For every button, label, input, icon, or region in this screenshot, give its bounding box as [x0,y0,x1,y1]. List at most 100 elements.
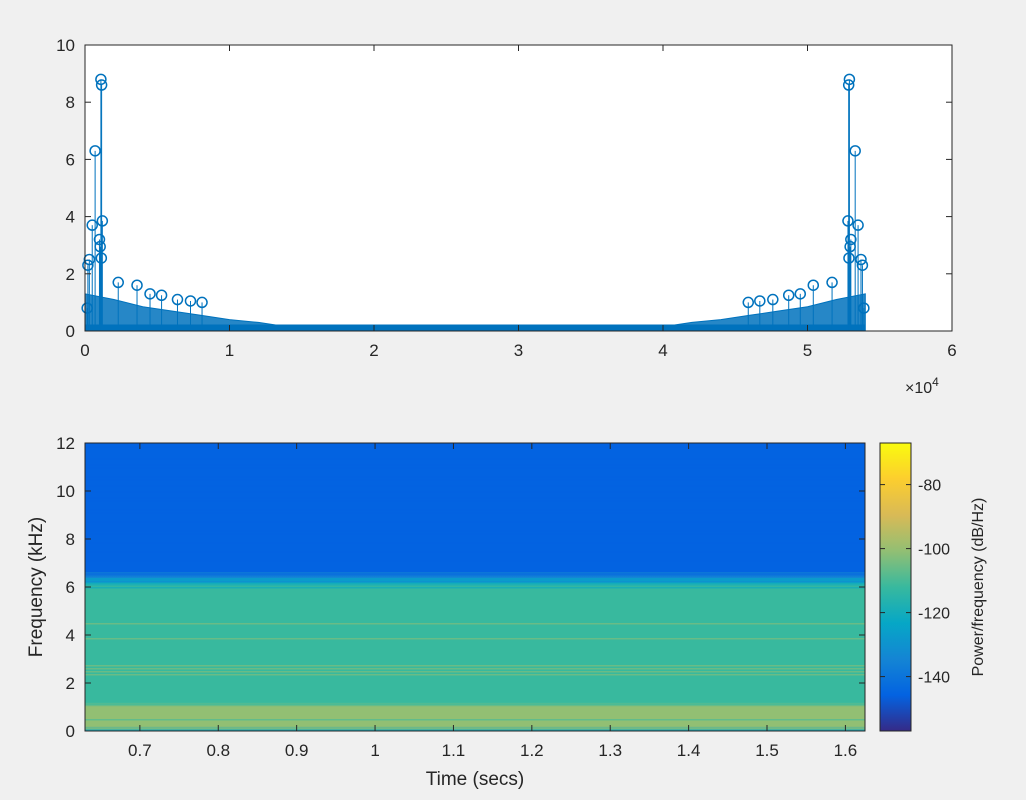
stem-marker [843,73,856,86]
spectrogram-y-ticks: 0 2 4 6 8 10 12 [56,434,865,741]
x-tick-label: 0.7 [128,741,152,760]
colorbar-tick-label: -140 [918,670,950,687]
x-tick-label: 0.9 [285,741,309,760]
stem-marker [171,293,184,306]
stem-marker [856,259,869,271]
stem-marker [95,79,108,91]
frequency-bin-stripe [85,680,865,682]
frequency-bin-stripe [85,479,865,481]
stem-marker [767,293,779,306]
y-tick-label: 0 [66,322,75,341]
frequency-bin-stripe [85,530,865,532]
stem-marker [845,233,857,246]
frequency-bin-stripe [85,638,865,640]
y-tick-label: 6 [66,150,75,169]
stem-marker [196,296,208,309]
stem-point [95,252,108,331]
frequency-bin-stripe [85,458,865,460]
frequency-bin-stripe [85,509,865,511]
stem-plot-background [85,45,952,331]
stem-marker [112,276,124,289]
stem-point [112,276,124,331]
spectrogram-frequency-bins [85,443,865,730]
frequency-bin-stripe [85,581,865,583]
frequency-bin-stripe [85,587,865,589]
colorbar-ticks: -80 -100 -120 -140 [880,478,950,687]
spectrogram-x-ticks: 0.7 0.8 0.9 1 1.1 1.2 1.3 1.4 1.5 1.6 [128,443,857,760]
frequency-bin-stripe [85,668,865,670]
colorbar-tick-label: -80 [918,478,941,495]
frequency-bin-stripe [85,467,865,469]
x-tick-label: 1.1 [442,741,466,760]
spectrogram-x-label: Time (secs) [426,769,525,790]
stem-plot-low-amplitude-envelope [84,293,866,332]
stem-plot-marks [81,73,870,331]
x-tick-label: 0 [80,341,89,360]
stem-marker [858,302,870,314]
stem-marker [782,289,795,301]
stem-point [842,215,854,331]
stem-marker [852,219,864,231]
colorbar [879,442,912,732]
stem-point [81,302,93,331]
frequency-bin-stripe [85,677,865,679]
stem-marker [826,276,838,289]
y-tick-label: 6 [66,578,75,597]
x-tick-label: 1.6 [834,741,858,760]
frequency-bin-stripe [85,542,865,544]
stem-point [86,219,98,331]
stem-marker [807,279,820,291]
frequency-bin-stripe [85,497,865,499]
stem-plot-x-exponent: ×104 [905,375,939,397]
stem-marker [849,145,861,157]
y-tick-label: 8 [66,530,75,549]
frequency-bin-stripe [85,500,865,502]
colorbar-tick-label: -120 [918,606,950,623]
frequency-bin-stripe [85,551,865,553]
x-tick-label: 1.5 [755,741,779,760]
x-tick-label: 1.4 [677,741,701,760]
frequency-bin-stripe [85,641,865,643]
frequency-bin-stripe [85,617,865,619]
frequency-bin-stripe [85,512,865,514]
colorbar-label: Power/frequency (dB/Hz) [970,498,987,677]
x-tick-label: 1 [370,741,379,760]
stem-marker [844,240,856,253]
stem-marker [155,289,168,301]
stem-point [184,295,197,331]
y-tick-label: 0 [66,722,75,741]
stem-point [826,276,838,331]
stem-marker [144,288,156,300]
x-tick-label: 1 [225,341,234,360]
stem-point [858,302,870,331]
stem-marker [94,240,106,253]
frequency-bin-stripe [85,491,865,493]
frequency-bin-stripe [85,728,865,730]
stem-marker [96,215,109,227]
stem-point [845,233,857,331]
frequency-bin-stripe [85,593,865,595]
stem-marker [131,279,143,291]
stem-plot-y-ticks: 0 2 4 6 8 10 [56,36,952,341]
stem-point [83,253,96,331]
frequency-bin-stripe [85,653,865,655]
stem-plot-x-ticks: 0 1 2 3 4 5 6 [80,45,957,360]
frequency-bin-stripe [85,476,865,478]
y-tick-label: 12 [56,434,75,453]
stem-plot-axes: 0 1 2 3 4 5 6 0 2 4 6 8 10 ×104 [56,36,957,397]
frequency-bin-stripe [85,683,865,685]
frequency-bin-stripe [85,620,865,622]
stem-marker [95,252,108,264]
x-tick-label: 4 [658,341,667,360]
stem-marker [855,253,867,266]
x-tick-label: 1.3 [598,741,622,760]
stem-point [767,293,779,331]
frequency-bin-stripe [85,605,865,607]
spectrogram-y-label: Frequency (kHz) [26,517,47,657]
stem-point [844,240,856,331]
y-tick-label: 10 [56,36,75,55]
frequency-bin-stripe [85,701,865,703]
x-tick-label: 6 [947,341,956,360]
stem-point [96,215,109,331]
x-tick-label: 3 [514,341,523,360]
